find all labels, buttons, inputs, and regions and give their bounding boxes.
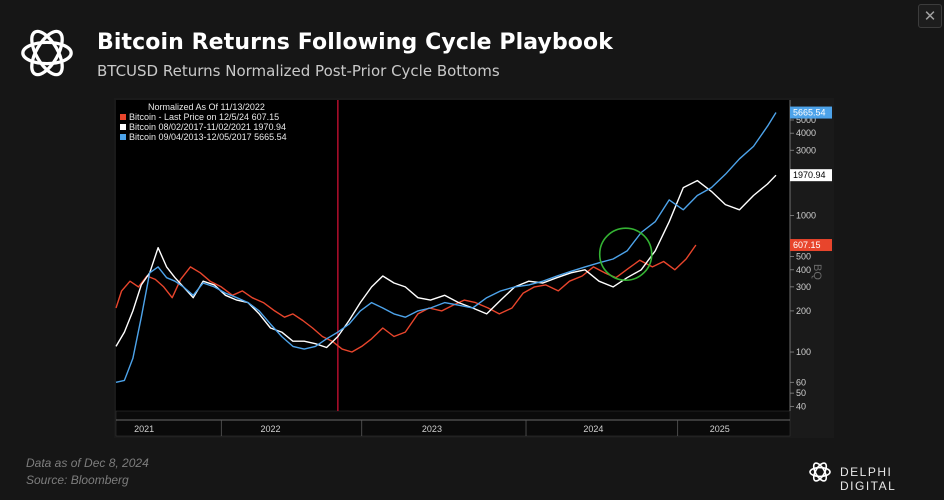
x-axis-band <box>115 410 791 437</box>
delphi-brand-icon <box>809 462 831 482</box>
series-line <box>115 244 697 353</box>
legend-entry: Bitcoin 09/04/2013-12/05/2017 5665.54 <box>129 132 287 142</box>
y-tick-label: 4000 <box>796 128 816 138</box>
legend-entry: Bitcoin 08/02/2017-11/02/2021 1970.94 <box>129 122 286 132</box>
series-line <box>115 174 777 349</box>
legend-swatch <box>120 134 126 140</box>
y-tick-label: 5000 <box>796 115 816 125</box>
legend: Normalized As Of 11/13/2022 Bitcoin - La… <box>120 102 287 142</box>
returns-chart: 2021 2022 2023 2024 2025 5000 4000 3000 1000 500… <box>114 98 834 438</box>
highlight-circle <box>598 227 653 282</box>
y-tick-label: 1000 <box>796 210 816 220</box>
page-title: Bitcoin Returns Following Cycle Playbook <box>97 30 613 55</box>
page-subtitle: BTCUSD Returns Normalized Post-Prior Cyc… <box>97 62 500 80</box>
brand-name: DELPHI DIGITAL <box>840 465 897 493</box>
y-tick-label: 200 <box>796 306 811 316</box>
last-value-label: 5665.54 <box>793 108 826 118</box>
y-tick-label: 300 <box>796 282 811 292</box>
close-button[interactable]: ✕ <box>918 4 942 28</box>
x-tick-label: 2025 <box>710 424 730 434</box>
side-label: BQ <box>811 264 823 280</box>
x-tick-label: 2021 <box>134 424 154 434</box>
y-tick-label: 50 <box>796 388 806 398</box>
last-value-badge <box>790 169 832 182</box>
y-tick-label: 3000 <box>796 145 816 155</box>
x-tick-label: 2022 <box>260 424 280 434</box>
x-tick-label: 2023 <box>422 424 442 434</box>
legend-swatch <box>120 114 126 120</box>
series-line <box>115 112 777 383</box>
legend-entry: Bitcoin - Last Price on 12/5/24 607.15 <box>129 112 279 122</box>
last-value-badge <box>790 239 832 252</box>
y-tick-label: 100 <box>796 347 811 357</box>
last-value-label: 1970.94 <box>793 170 826 180</box>
source-note: Source: Bloomberg <box>26 473 129 487</box>
y-tick-label: 60 <box>796 377 806 387</box>
plot-area <box>116 100 790 411</box>
legend-heading: Normalized As Of 11/13/2022 <box>148 102 265 112</box>
last-value-badge <box>790 106 832 119</box>
y-tick-label: 400 <box>796 265 811 275</box>
x-tick-label: 2024 <box>583 424 603 434</box>
last-value-label: 607.15 <box>793 240 821 250</box>
delphi-logo-icon <box>21 29 73 77</box>
data-date-note: Data as of Dec 8, 2024 <box>26 456 149 470</box>
y-tick-label: 500 <box>796 252 811 262</box>
legend-swatch <box>120 124 126 130</box>
y-tick-label: 40 <box>796 401 806 411</box>
